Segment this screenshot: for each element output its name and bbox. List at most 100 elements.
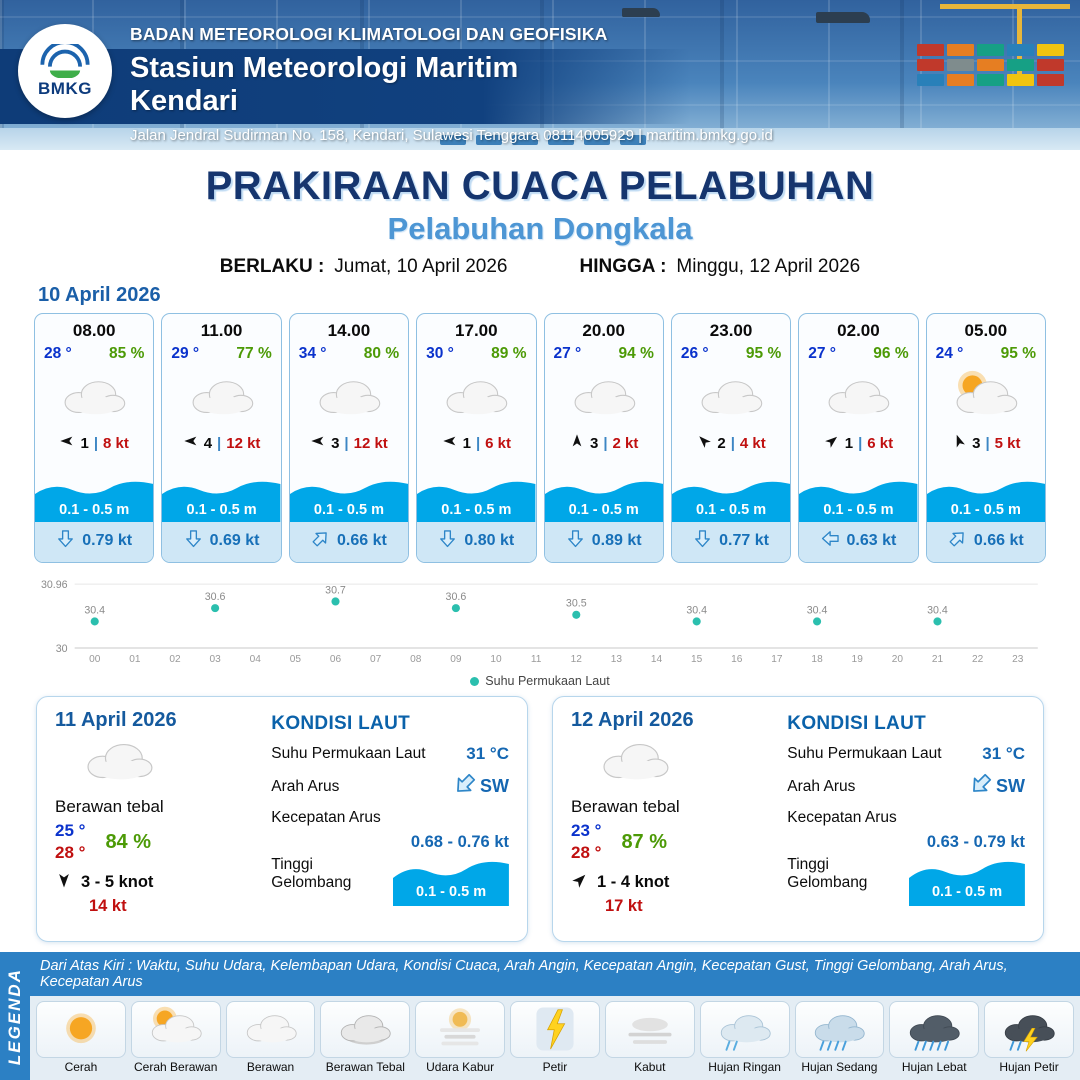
current-speed-value: 0.69 kt: [209, 532, 260, 549]
legend-item: Hujan Lebat: [889, 1001, 980, 1074]
container-art: [917, 74, 944, 86]
daily-weather-icon: [55, 732, 259, 797]
wind-gust-value: 12 kt: [353, 434, 388, 452]
current-direction-icon: [693, 529, 712, 553]
temp-humidity-row: 34 ° 80 %: [290, 341, 408, 363]
temp-humidity-row: 30 ° 89 %: [417, 341, 535, 363]
legend-item-icon: [794, 1001, 885, 1058]
legend-item-label: Hujan Petir: [999, 1059, 1059, 1074]
hourly-card: 05.00 24 ° 95 % 3 | 5 kt 0.1 - 0.5 m 0.6…: [925, 313, 1046, 563]
daily-wind-direction-icon: [55, 871, 73, 894]
wind-direction-icon: [569, 433, 585, 453]
daily-wind-range: 3 - 5 knot: [81, 873, 154, 892]
forecast-date: 10 April 2026: [38, 284, 161, 306]
wind-gust-value: 12 kt: [226, 434, 261, 452]
wind-direction-icon: [824, 433, 840, 453]
humidity-value: 96 %: [873, 345, 909, 362]
temperature-value: 27 °: [808, 345, 836, 362]
legend-item-icon: [699, 1001, 790, 1058]
wave-height-value: 0.1 - 0.5 m: [441, 502, 512, 518]
sst-label: Suhu Permukaan Laut: [271, 745, 426, 763]
legend-item-label: Hujan Sedang: [801, 1059, 878, 1074]
wave-shape-icon: [393, 862, 509, 907]
legend-item-icon: [130, 1001, 221, 1058]
current-direction-icon: [948, 529, 967, 553]
seat-art: [584, 135, 610, 145]
wind-divider: |: [217, 434, 222, 452]
valid-to-label: HINGGA :: [579, 256, 667, 277]
daily-wind-direction-icon: [571, 871, 589, 894]
legend-items-row: Cerah Cerah Berawan Berawan Berawan Teba…: [30, 996, 1080, 1080]
legend-item: Berawan Tebal: [320, 1001, 411, 1074]
temp-humidity-row: 27 ° 96 %: [799, 341, 917, 363]
temperature-value: 28 °: [44, 345, 72, 362]
svg-text:30.4: 30.4: [807, 604, 828, 616]
current-row: 0.69 kt: [162, 522, 281, 562]
wind-gust-value: 8 kt: [103, 434, 129, 452]
temperature-value: 27 °: [553, 345, 582, 362]
legend-section: LEGENDA Dari Atas Kiri : Waktu, Suhu Uda…: [0, 952, 1080, 1080]
time-label: 08.00: [72, 321, 116, 340]
legend-item-label: Cerah Berawan: [134, 1059, 218, 1074]
legend-item-label: Berawan Tebal: [325, 1059, 405, 1074]
wind-divider: |: [93, 434, 99, 452]
current-speed-value: 0.63 kt: [846, 532, 897, 549]
weather-icon: [290, 363, 408, 433]
legend-title: LEGENDA: [5, 967, 24, 1065]
wave-height-value: 0.1 - 0.5 m: [696, 502, 767, 518]
svg-text:14: 14: [651, 654, 663, 665]
humidity-value: 85 %: [109, 345, 145, 362]
current-direction-icon: [56, 529, 75, 553]
wind-row: 1 | 8 kt: [35, 433, 153, 457]
svg-text:01: 01: [129, 654, 141, 665]
wind-speed-value: 4: [203, 434, 213, 452]
current-speed-value: 0.68 - 0.76 kt: [410, 833, 509, 852]
sst-value: 31 °C: [982, 744, 1025, 764]
current-speed-value: 0.77 kt: [719, 532, 769, 549]
container-art: [917, 44, 944, 56]
current-direction-icon: [453, 772, 477, 801]
daily-humidity: 84 %: [105, 830, 152, 853]
wave-height-label: Tinggi Gelombang: [787, 856, 868, 892]
wave-height-band: 0.1 - 0.5 m: [671, 478, 791, 522]
daily-wind-range: 1 - 4 knot: [597, 873, 670, 892]
container-art: [977, 59, 1004, 71]
container-stack-art: [917, 44, 1064, 86]
port-name: Pelabuhan Dongkala: [387, 211, 693, 246]
wave-height-value: 0.1 - 0.5 m: [186, 502, 257, 518]
container-art: [977, 44, 1004, 56]
legend-item-icon: [510, 1001, 600, 1058]
daily-weather-column: 11 April 2026 Berawan tebal 25 ° 28 ° 84…: [55, 709, 259, 929]
weather-icon: [927, 363, 1045, 433]
wave-shape-icon: [926, 481, 1045, 522]
sst-value: 31 °C: [466, 744, 509, 764]
wind-row: 1 | 6 kt: [799, 433, 917, 457]
container-art: [1007, 59, 1034, 71]
wave-height-band: 0.1 - 0.5 m: [544, 478, 663, 522]
time-label: 17.00: [455, 321, 498, 340]
temp-humidity-row: 27 ° 94 %: [545, 341, 663, 363]
daily-temp-min: 25 °: [55, 821, 86, 841]
valid-from-label: BERLAKU :: [219, 256, 325, 277]
daily-date: 12 April 2026: [571, 709, 694, 732]
temp-humidity-row: 29 ° 77 %: [162, 341, 280, 363]
time-label: 05.00: [964, 321, 1008, 340]
crane-art: [940, 4, 1070, 9]
sst-chart: 30.96 30 00 01 02 03 04 05 06 07 08 09 10 11 12 13 14 15 1…: [28, 571, 1052, 673]
current-direction-value: SW: [996, 776, 1025, 797]
hourly-card: 14.00 34 ° 80 % 3 | 12 kt 0.1 - 0.5 m 0.…: [288, 313, 410, 563]
legend-dot-icon: [470, 676, 480, 686]
container-art: [1007, 44, 1034, 56]
temp-humidity-row: 26 ° 95 %: [672, 341, 790, 363]
time-label: 23.00: [709, 321, 753, 340]
wind-divider: |: [730, 434, 735, 452]
wind-divider: |: [985, 434, 990, 452]
wind-row: 3 | 5 kt: [927, 433, 1045, 457]
current-speed-value: 0.66 kt: [337, 532, 387, 549]
svg-text:19: 19: [852, 654, 864, 665]
container-art: [977, 74, 1004, 86]
svg-text:30.96: 30.96: [41, 579, 68, 591]
legend-item: Kabut: [604, 1001, 695, 1074]
station-name-band: Stasiun Meteorologi Maritim Kendari: [0, 49, 690, 124]
